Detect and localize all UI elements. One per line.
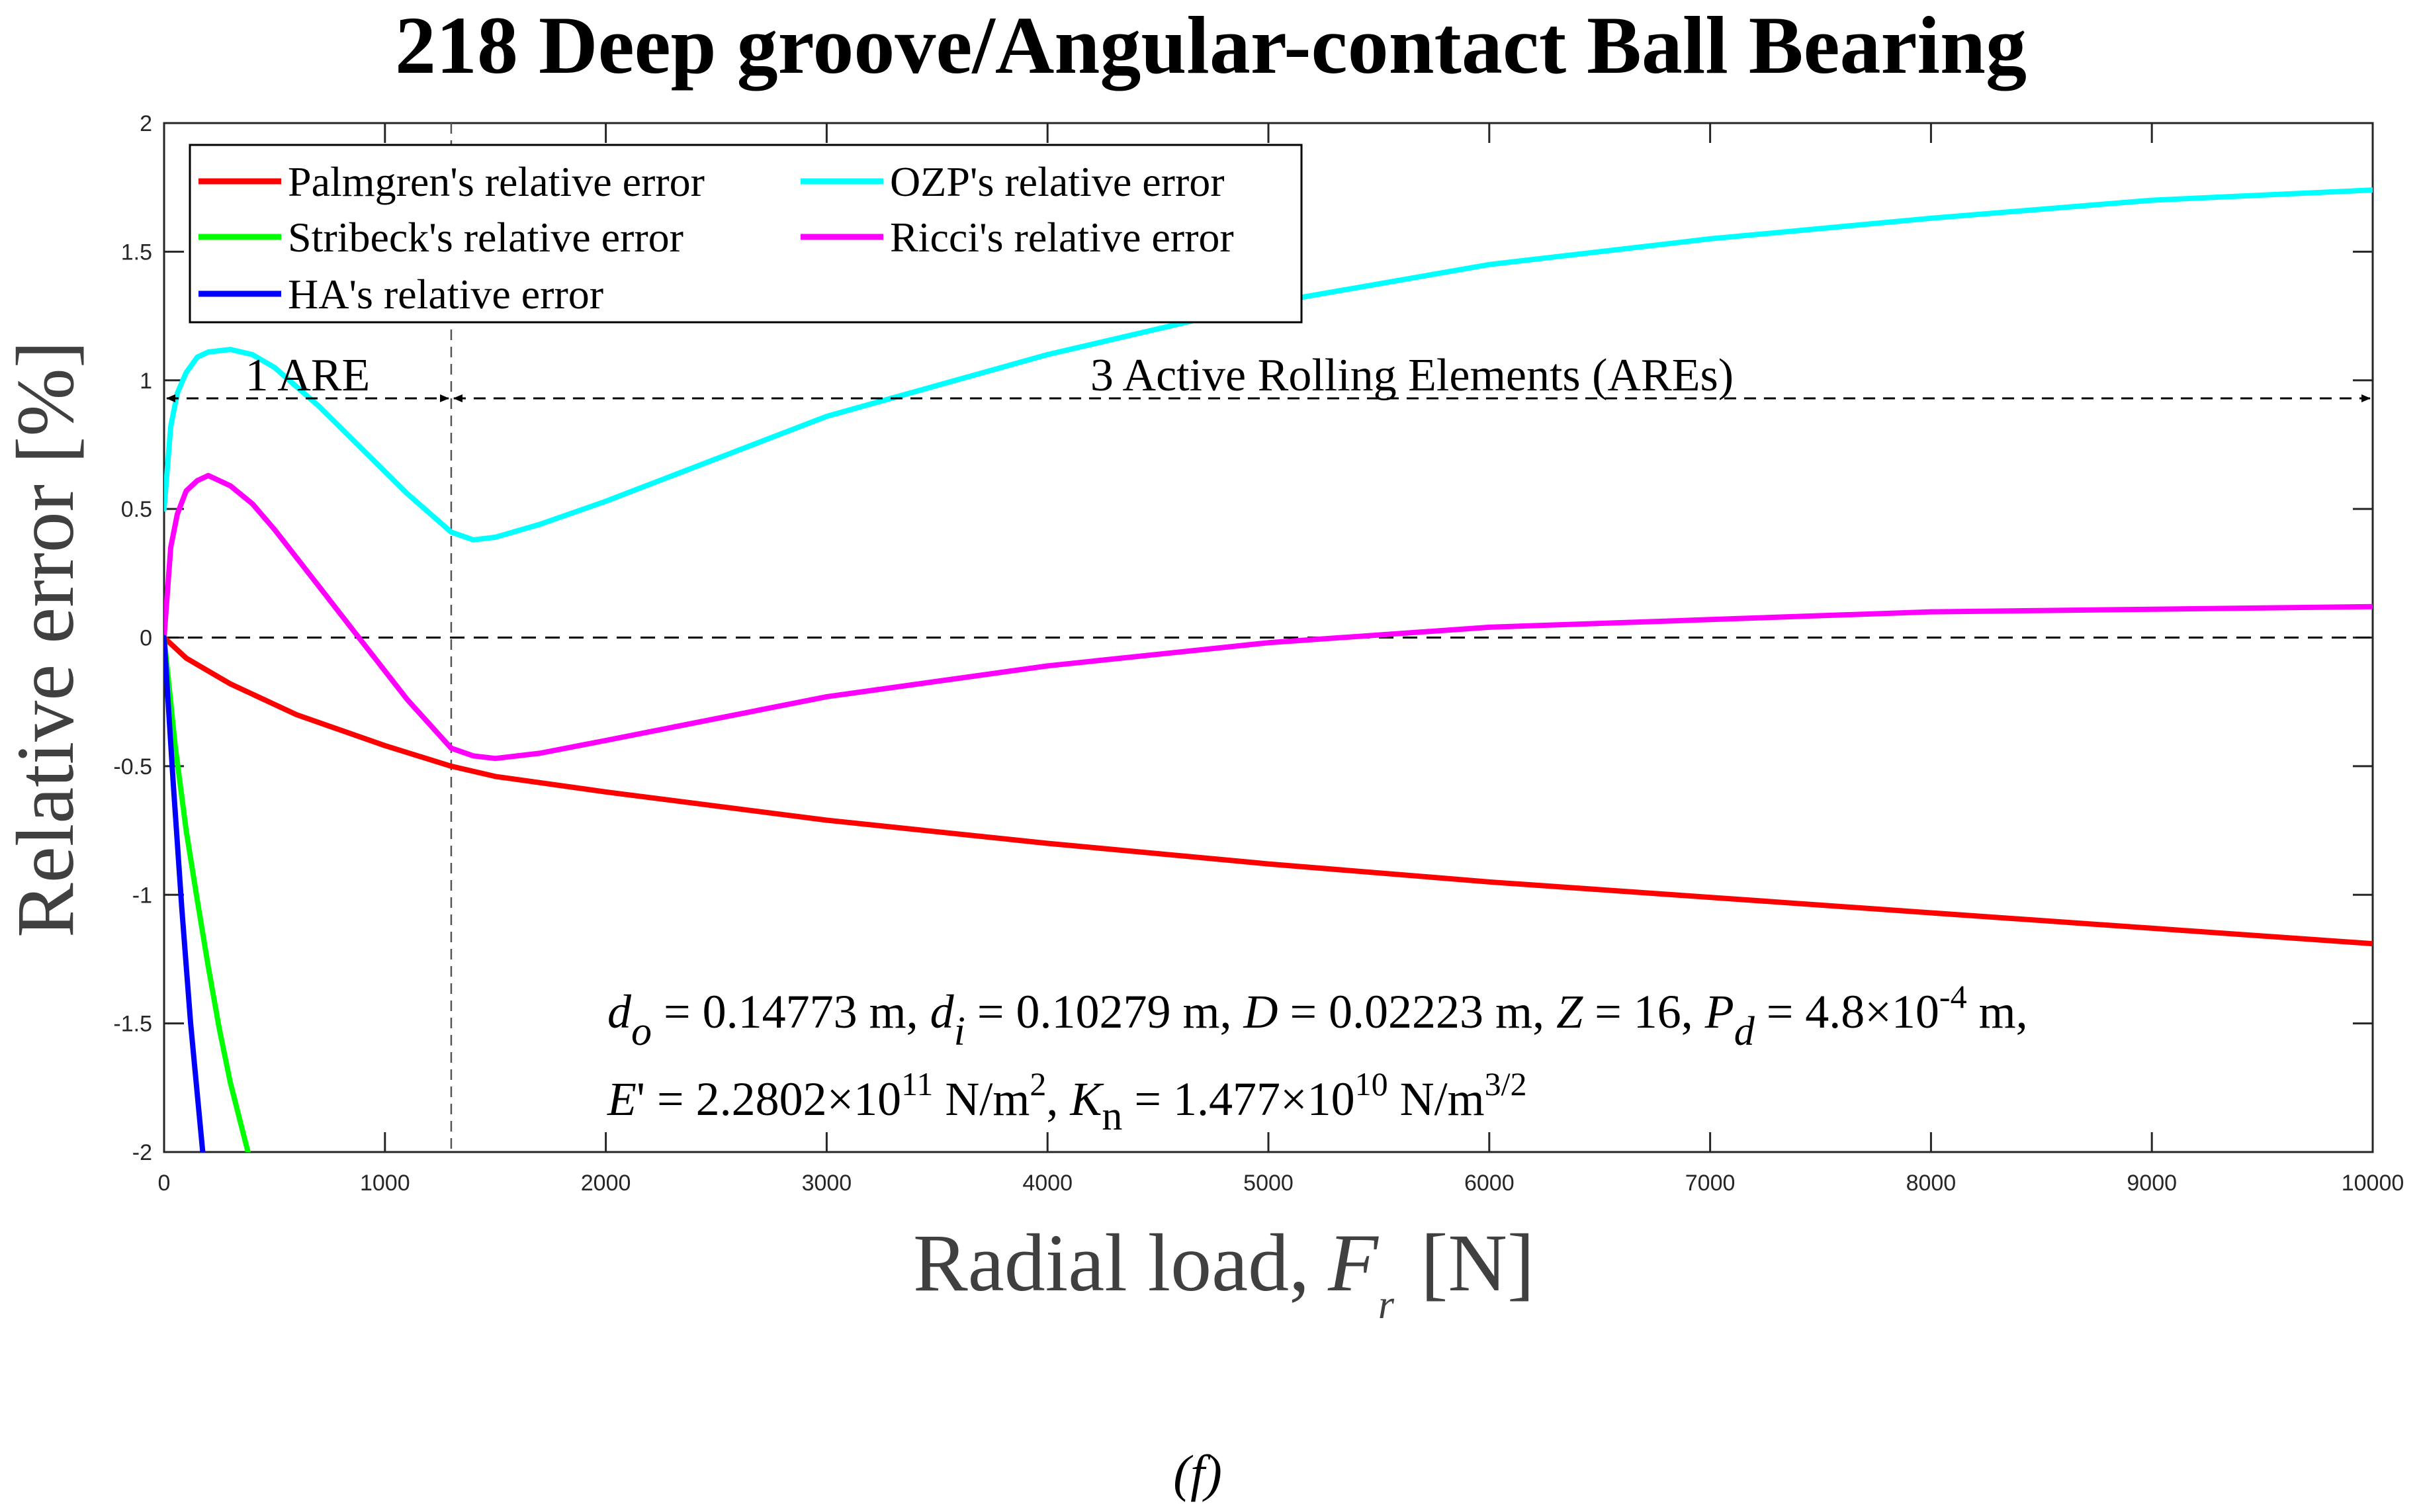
are-3-label: 3 Active Rolling Elements (AREs) (1090, 350, 1734, 401)
param-Pd-symbol: P (1704, 985, 1734, 1038)
x-axis-ticks: 0 1000 2000 3000 4000 5000 6000 7000 8000 9000 100… (158, 123, 2404, 1196)
y-tick-label: 0 (140, 626, 152, 651)
param-separator: , (1046, 1073, 1070, 1126)
param-Pd-value: = 4.8×10 (1755, 985, 1939, 1038)
x-tick-label: 4000 (1022, 1171, 1073, 1196)
param-do-symbol: d (607, 985, 632, 1038)
param-di-subscript: i (954, 1009, 965, 1054)
legend-label-stribeck: Stribeck's relative error (288, 214, 683, 261)
param-do-subscript: o (631, 1009, 652, 1054)
x-tick-label: 3000 (802, 1171, 852, 1196)
x-tick-label: 1000 (360, 1171, 410, 1196)
param-E-exponent: 11 (901, 1065, 933, 1102)
y-tick-label: -1 (132, 883, 152, 908)
x-axis-label-symbol: F (1327, 1218, 1379, 1308)
x-tick-label: 2000 (581, 1171, 631, 1196)
param-Pd-exponent: -4 (1939, 978, 1967, 1015)
x-tick-label: 8000 (1906, 1171, 1957, 1196)
param-do-value: = 0.14773 m, (652, 985, 930, 1038)
y-tick-label: -0.5 (113, 754, 152, 779)
y-tick-label: -2 (132, 1140, 152, 1165)
x-tick-label: 7000 (1685, 1171, 1736, 1196)
legend-label-ozp: OZP's relative error (890, 158, 1225, 205)
param-E-value: ' = 2.2802×10 (637, 1073, 901, 1126)
param-K-unit-exponent: 3/2 (1485, 1065, 1527, 1102)
x-tick-label: 9000 (2127, 1171, 2177, 1196)
chart-title: 218 Deep groove/Angular-contact Ball Bea… (395, 0, 2027, 91)
x-tick-label: 6000 (1464, 1171, 1515, 1196)
y-tick-label: 1 (140, 369, 152, 394)
param-Pd-subscript: d (1734, 1009, 1755, 1054)
figure-caption: (f) (1173, 1445, 1222, 1502)
param-E-unit: N/m (933, 1073, 1030, 1126)
y-tick-label: 0.5 (121, 497, 152, 522)
param-Z-symbol: Z (1556, 985, 1583, 1038)
x-tick-label: 0 (158, 1171, 171, 1196)
are-1-label: 1 ARE (245, 350, 371, 401)
y-tick-label: 2 (140, 111, 152, 136)
param-K-subscript: n (1102, 1094, 1122, 1139)
param-di-value: = 0.10279 m, (965, 985, 1244, 1038)
legend-label-palmgren: Palmgren's relative error (288, 158, 705, 205)
x-axis-label: Radial load, Fr [N] (913, 1218, 1534, 1327)
x-axis-label-unit: [N] (1421, 1218, 1534, 1308)
y-tick-label: 1.5 (121, 240, 152, 265)
y-tick-label: -1.5 (113, 1012, 152, 1037)
legend-box (189, 144, 1303, 324)
param-D-value: = 0.02223 m, (1278, 985, 1556, 1038)
param-E-unit-exponent: 2 (1030, 1065, 1046, 1102)
series-group (164, 187, 2373, 1152)
param-K-unit: N/m (1388, 1073, 1485, 1126)
legend-label-ricci: Ricci's relative error (890, 214, 1234, 261)
series-line-ozp (164, 187, 2373, 543)
parameters-line-1: do = 0.14773 m, di = 0.10279 m, D = 0.02… (607, 978, 2028, 1054)
y-axis-ticks: -2 -1.5 -1 -0.5 0 0.5 1 1.5 2 (113, 111, 2373, 1165)
x-axis-label-text: Radial load, (913, 1218, 1309, 1308)
series-line-palmgren (164, 635, 2373, 947)
param-Pd-unit: m, (1967, 985, 2028, 1038)
legend-label-ha: HA's relative error (288, 271, 603, 318)
param-K-symbol: K (1069, 1073, 1104, 1126)
series-line-ricci (164, 472, 2373, 762)
param-K-exponent: 10 (1355, 1065, 1388, 1102)
param-K-value: = 1.477×10 (1122, 1073, 1354, 1126)
x-tick-label: 5000 (1243, 1171, 1294, 1196)
series-line-stribeck (164, 635, 251, 1152)
series-line-ha (164, 635, 206, 1152)
param-Z-value: = 16, (1583, 985, 1705, 1038)
x-axis-label-subscript: r (1378, 1282, 1395, 1327)
parameters-line-2: E' = 2.2802×1011 N/m2, Kn = 1.477×1010 N… (607, 1065, 1527, 1139)
param-D-symbol: D (1243, 985, 1278, 1038)
legend: Palmgren's relative error OZP's relative… (189, 144, 1303, 324)
x-tick-label: 10000 (2342, 1171, 2404, 1196)
y-axis-label: Relative error [%] (0, 341, 91, 938)
param-E-symbol: E (607, 1073, 637, 1126)
param-di-symbol: d (930, 985, 955, 1038)
